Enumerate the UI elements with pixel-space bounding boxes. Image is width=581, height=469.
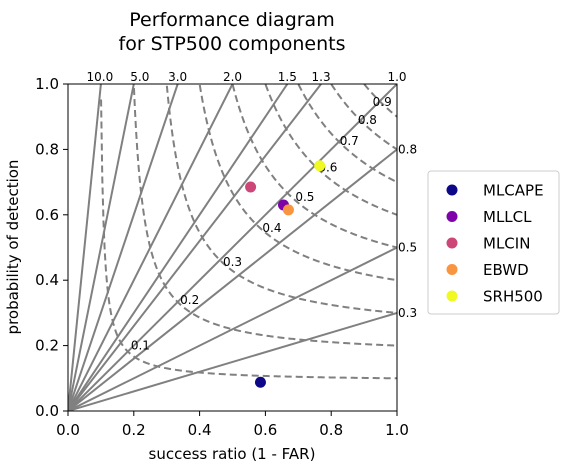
y-axis-ticks: 0.0 0.2 0.4 0.6 0.8 1.0	[35, 75, 68, 420]
y-tick-label-2: 0.4	[35, 271, 59, 289]
csi-label-2: 0.3	[223, 255, 242, 269]
csi-contour-5	[264, 84, 397, 216]
bias-label-3: 2.0	[223, 70, 242, 84]
x-tick-label-2: 0.4	[188, 421, 212, 439]
legend-label-ebwd: EBWD	[483, 261, 529, 279]
csi-contour-8	[363, 84, 397, 118]
bias-label-7: 0.8	[398, 142, 417, 156]
bias-label-0: 10.0	[87, 70, 114, 84]
csi-label-1: 0.2	[180, 293, 199, 307]
bias-label-8: 0.5	[398, 241, 417, 255]
bias-line-4	[68, 84, 289, 411]
y-tick-label-0: 0.0	[35, 402, 59, 420]
legend-label-mllcl: MLLCL	[483, 208, 532, 226]
data-points	[245, 160, 326, 388]
bias-line-7	[68, 148, 397, 411]
csi-contour-3	[198, 84, 397, 282]
point-srh500	[314, 160, 326, 172]
legend-label-mlcape: MLCAPE	[483, 182, 544, 200]
point-mlcin	[245, 181, 257, 193]
legend-marker-srh500	[446, 290, 458, 302]
bias-line-5	[68, 84, 322, 411]
csi-label-7: 0.8	[358, 113, 377, 127]
bias-line-3	[68, 84, 234, 411]
csi-label-0: 0.1	[131, 339, 150, 353]
x-tick-label-3: 0.6	[253, 421, 277, 439]
chart-title-line-2: for STP500 components	[119, 33, 346, 55]
y-axis-label: probability of detection	[4, 160, 22, 335]
bias-label-6: 1.0	[387, 70, 406, 84]
bias-label-1: 5.0	[130, 70, 149, 84]
legend-marker-mlcape	[446, 184, 458, 196]
legend: MLCAPE MLLCL MLCIN EBWD SRH500	[427, 170, 560, 315]
legend-marker-mllcl	[446, 211, 458, 222]
bias-label-2: 3.0	[168, 70, 187, 84]
bias-label-5: 1.3	[312, 70, 331, 84]
x-tick-label-1: 0.2	[122, 421, 146, 439]
csi-contour-2	[165, 85, 397, 314]
x-axis-label: success ratio (1 - FAR)	[149, 445, 316, 463]
csi-contour-7	[330, 84, 397, 151]
legend-box	[427, 170, 560, 315]
csi-contour-6	[297, 84, 397, 183]
csi-label-4: 0.5	[295, 190, 314, 204]
legend-label-srh500: SRH500	[483, 288, 543, 306]
bias-line-8	[68, 246, 397, 411]
point-mlcape	[254, 376, 266, 388]
y-tick-label-4: 0.8	[35, 140, 59, 158]
y-tick-label-3: 0.6	[35, 206, 59, 224]
bias-label-4: 1.5	[278, 70, 297, 84]
x-tick-label-0: 0.0	[56, 421, 80, 439]
legend-marker-ebwd	[446, 264, 458, 275]
point-ebwd	[282, 204, 294, 216]
bias-line-2	[68, 84, 179, 411]
x-tick-label-4: 0.8	[319, 421, 343, 439]
legend-marker-mlcin	[446, 237, 458, 249]
y-tick-label-5: 1.0	[35, 75, 59, 93]
bias-line-0	[68, 84, 102, 411]
bias-line-9	[68, 311, 397, 411]
csi-labels: 0.10.20.30.40.50.60.70.80.9	[131, 95, 392, 353]
bias-line-6	[68, 84, 397, 411]
x-axis-ticks: 0.0 0.2 0.4 0.6 0.8 1.0	[56, 411, 409, 439]
bias-lines	[68, 84, 397, 411]
chart-title-line-1: Performance diagram	[129, 9, 334, 31]
bias-label-9: 0.3	[398, 306, 417, 320]
plot-frame	[67, 83, 398, 412]
bias-line-1	[68, 84, 135, 411]
x-tick-label-5: 1.0	[385, 421, 409, 439]
csi-label-3: 0.4	[262, 221, 281, 235]
legend-label-mlcin: MLCIN	[483, 235, 530, 253]
csi-label-8: 0.9	[373, 95, 392, 109]
y-tick-label-1: 0.2	[35, 337, 59, 355]
bias-labels: 10.0 5.0 3.0 2.0 1.5 1.3 1.0 0.8 0.5 0.3	[87, 70, 418, 320]
csi-label-6: 0.7	[340, 134, 359, 148]
